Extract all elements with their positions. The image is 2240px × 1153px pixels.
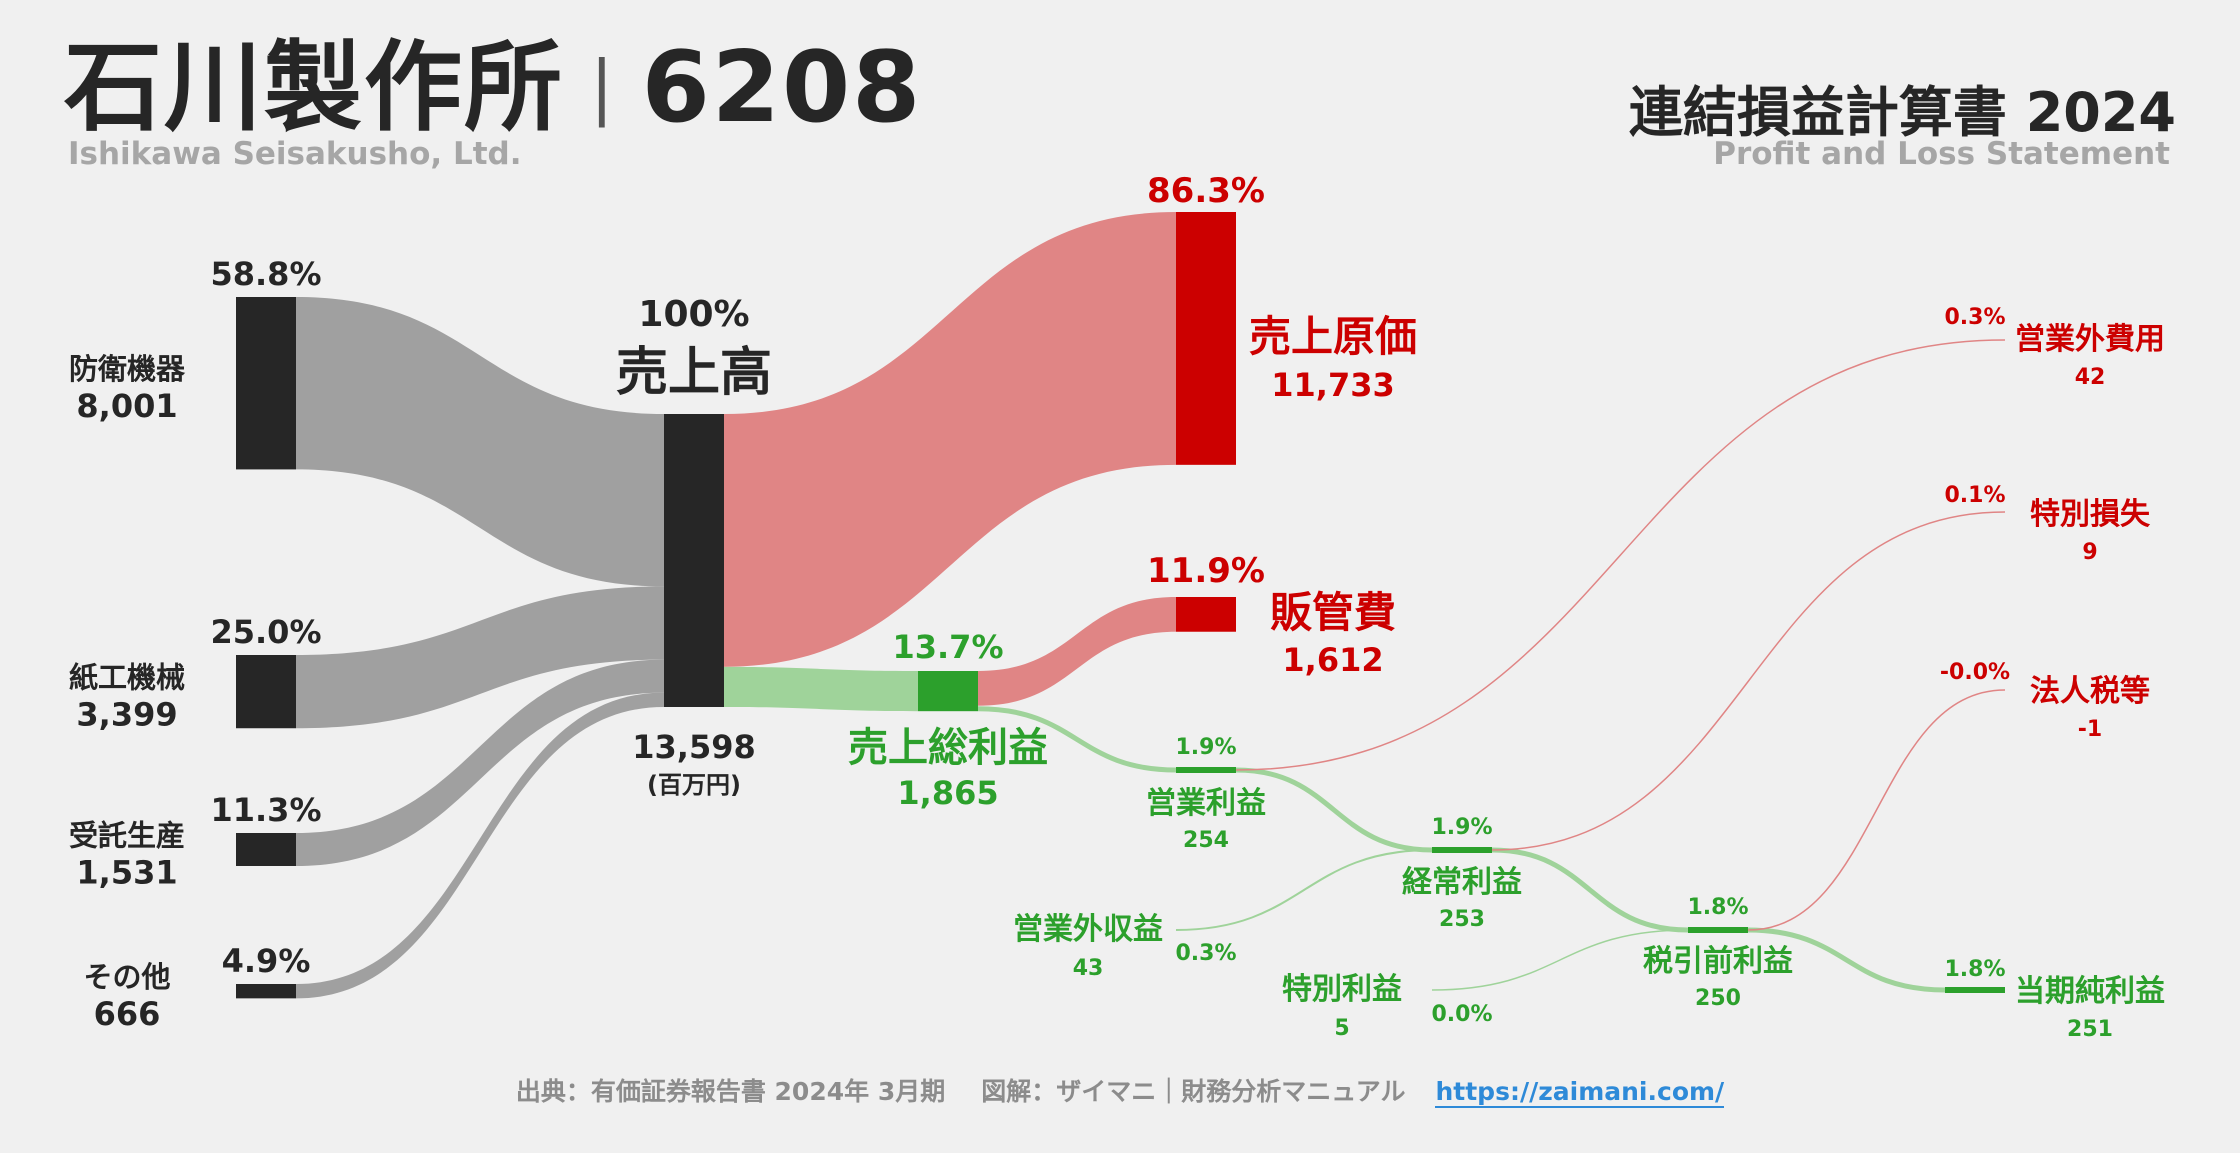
label-ordinary: 経常利益 [1402, 865, 1522, 900]
label-sonota: その他 [83, 960, 170, 994]
title-separator: | [590, 46, 616, 128]
node-cogs [1176, 212, 1236, 465]
node-sga [1176, 597, 1236, 632]
statement-title: 連結損益計算書 2024 [1628, 81, 2176, 144]
flow-pretax-to-tax [1747, 689, 2006, 931]
value-sonota: 666 [94, 995, 161, 1033]
pct-nonop-exp: 0.3% [1944, 305, 2005, 330]
node-jutaku [236, 833, 296, 866]
value-sga: 1,612 [1282, 641, 1383, 679]
pct-nonop-inc: 0.3% [1175, 941, 1236, 966]
value-tax: -1 [2078, 717, 2102, 742]
footer-source: 出典：有価証券報告書 2024年 3月期 [515, 1077, 946, 1106]
value-gross: 1,865 [897, 774, 998, 812]
pct-pretax: 1.8% [1687, 895, 1748, 920]
flow-revenue-to-cogs [724, 212, 1176, 667]
label-op: 営業利益 [1146, 786, 1266, 821]
value-nonop-exp: 42 [2075, 365, 2106, 390]
flow-ordinary-to-pretax [1491, 847, 1689, 933]
pct-ext-loss: 0.1% [1944, 483, 2005, 508]
value-pretax: 250 [1695, 986, 1741, 1011]
company-title: 石川製作所 | 6208 [64, 28, 922, 157]
label-gross: 売上総利益 [848, 725, 1048, 771]
flow-revenue-to-gross [724, 666, 918, 712]
label-ext-loss: 特別損失 [2030, 497, 2151, 532]
value-bouei: 8,001 [76, 387, 177, 425]
pct-bouei: 58.8% [210, 255, 321, 293]
node-pretax [1688, 927, 1748, 933]
flow-gross-to-op [977, 706, 1177, 773]
pct-net: 1.8% [1944, 957, 2005, 982]
unit-label: (百万円) [647, 771, 741, 799]
value-nonop-inc: 43 [1073, 956, 1104, 981]
flow-op-to-nonop-exp [1235, 339, 2006, 771]
label-bouei: 防衛機器 [69, 352, 186, 386]
statement-title-en: Profit and Loss Statement [1713, 136, 2170, 172]
footer-link[interactable]: https://zaimani.com/ [1435, 1077, 1725, 1108]
footer-credit: 図解：ザイマニ｜財務分析マニュアル [981, 1077, 1406, 1106]
pct-gross: 13.7% [892, 628, 1003, 666]
node-ordinary [1432, 847, 1492, 853]
pct-ordinary: 1.9% [1431, 815, 1492, 840]
label-jutaku: 受託生産 [69, 818, 185, 852]
label-net: 当期純利益 [2015, 974, 2165, 1009]
flow-jutaku-to-revenue [296, 659, 664, 866]
value-ext-loss: 9 [2082, 540, 2097, 565]
pct-revenue: 100% [638, 294, 749, 335]
label-sga: 販管費 [1270, 588, 1396, 637]
pct-op: 1.9% [1175, 735, 1236, 760]
value-jutaku: 1,531 [76, 853, 177, 891]
value-revenue: 13,598 [632, 728, 755, 766]
node-shiko [236, 655, 296, 729]
flow-shiko-to-revenue [296, 586, 664, 729]
label-revenue: 売上高 [616, 343, 772, 403]
pct-sonota: 4.9% [222, 942, 311, 980]
flow-ext-gain-to-pretax [1431, 929, 1689, 991]
label-shiko: 紙工機械 [69, 661, 185, 695]
flow-nonop-inc-to-ordinary [1175, 849, 1433, 931]
node-revenue [664, 414, 724, 707]
company-name-en: Ishikawa Seisakusho, Ltd. [68, 136, 522, 172]
label-tax: 法人税等 [2030, 674, 2150, 709]
label-ext-gain: 特別利益 [1282, 972, 1402, 1007]
node-net [1945, 987, 2005, 993]
flow-pretax-to-net [1747, 927, 1946, 993]
value-net: 251 [2067, 1017, 2113, 1042]
label-pretax: 税引前利益 [1643, 944, 1793, 979]
company-name: 石川製作所 [64, 31, 565, 145]
pct-cogs: 86.3% [1147, 171, 1265, 211]
value-ext-gain: 5 [1334, 1016, 1349, 1041]
flow-gross-to-sga [978, 597, 1176, 706]
pct-tax: -0.0% [1940, 660, 2010, 685]
flow-bouei-to-revenue [296, 297, 664, 587]
node-gross [918, 671, 978, 712]
label-nonop-exp: 営業外費用 [2015, 322, 2165, 357]
label-cogs: 売上原価 [1249, 312, 1417, 361]
label-nonop-inc: 営業外収益 [1013, 912, 1163, 947]
value-op: 254 [1183, 828, 1229, 853]
pct-ext-gain: 0.0% [1431, 1002, 1492, 1027]
ticker-code: 6208 [641, 31, 923, 145]
footer: 出典：有価証券報告書 2024年 3月期 図解：ザイマニ｜財務分析マニュアル htt… [0, 1072, 2240, 1108]
flow-sonota-to-revenue [296, 692, 664, 999]
node-op [1176, 767, 1236, 773]
pct-jutaku: 11.3% [210, 791, 321, 829]
node-bouei [236, 297, 296, 470]
node-sonota [236, 984, 296, 999]
value-ordinary: 253 [1439, 907, 1485, 932]
value-cogs: 11,733 [1271, 366, 1394, 404]
pct-sga: 11.9% [1147, 551, 1265, 591]
value-shiko: 3,399 [76, 696, 177, 734]
pct-shiko: 25.0% [210, 613, 321, 651]
flow-ordinary-to-ext-loss [1491, 511, 2006, 851]
flow-op-to-ordinary [1235, 767, 1433, 853]
